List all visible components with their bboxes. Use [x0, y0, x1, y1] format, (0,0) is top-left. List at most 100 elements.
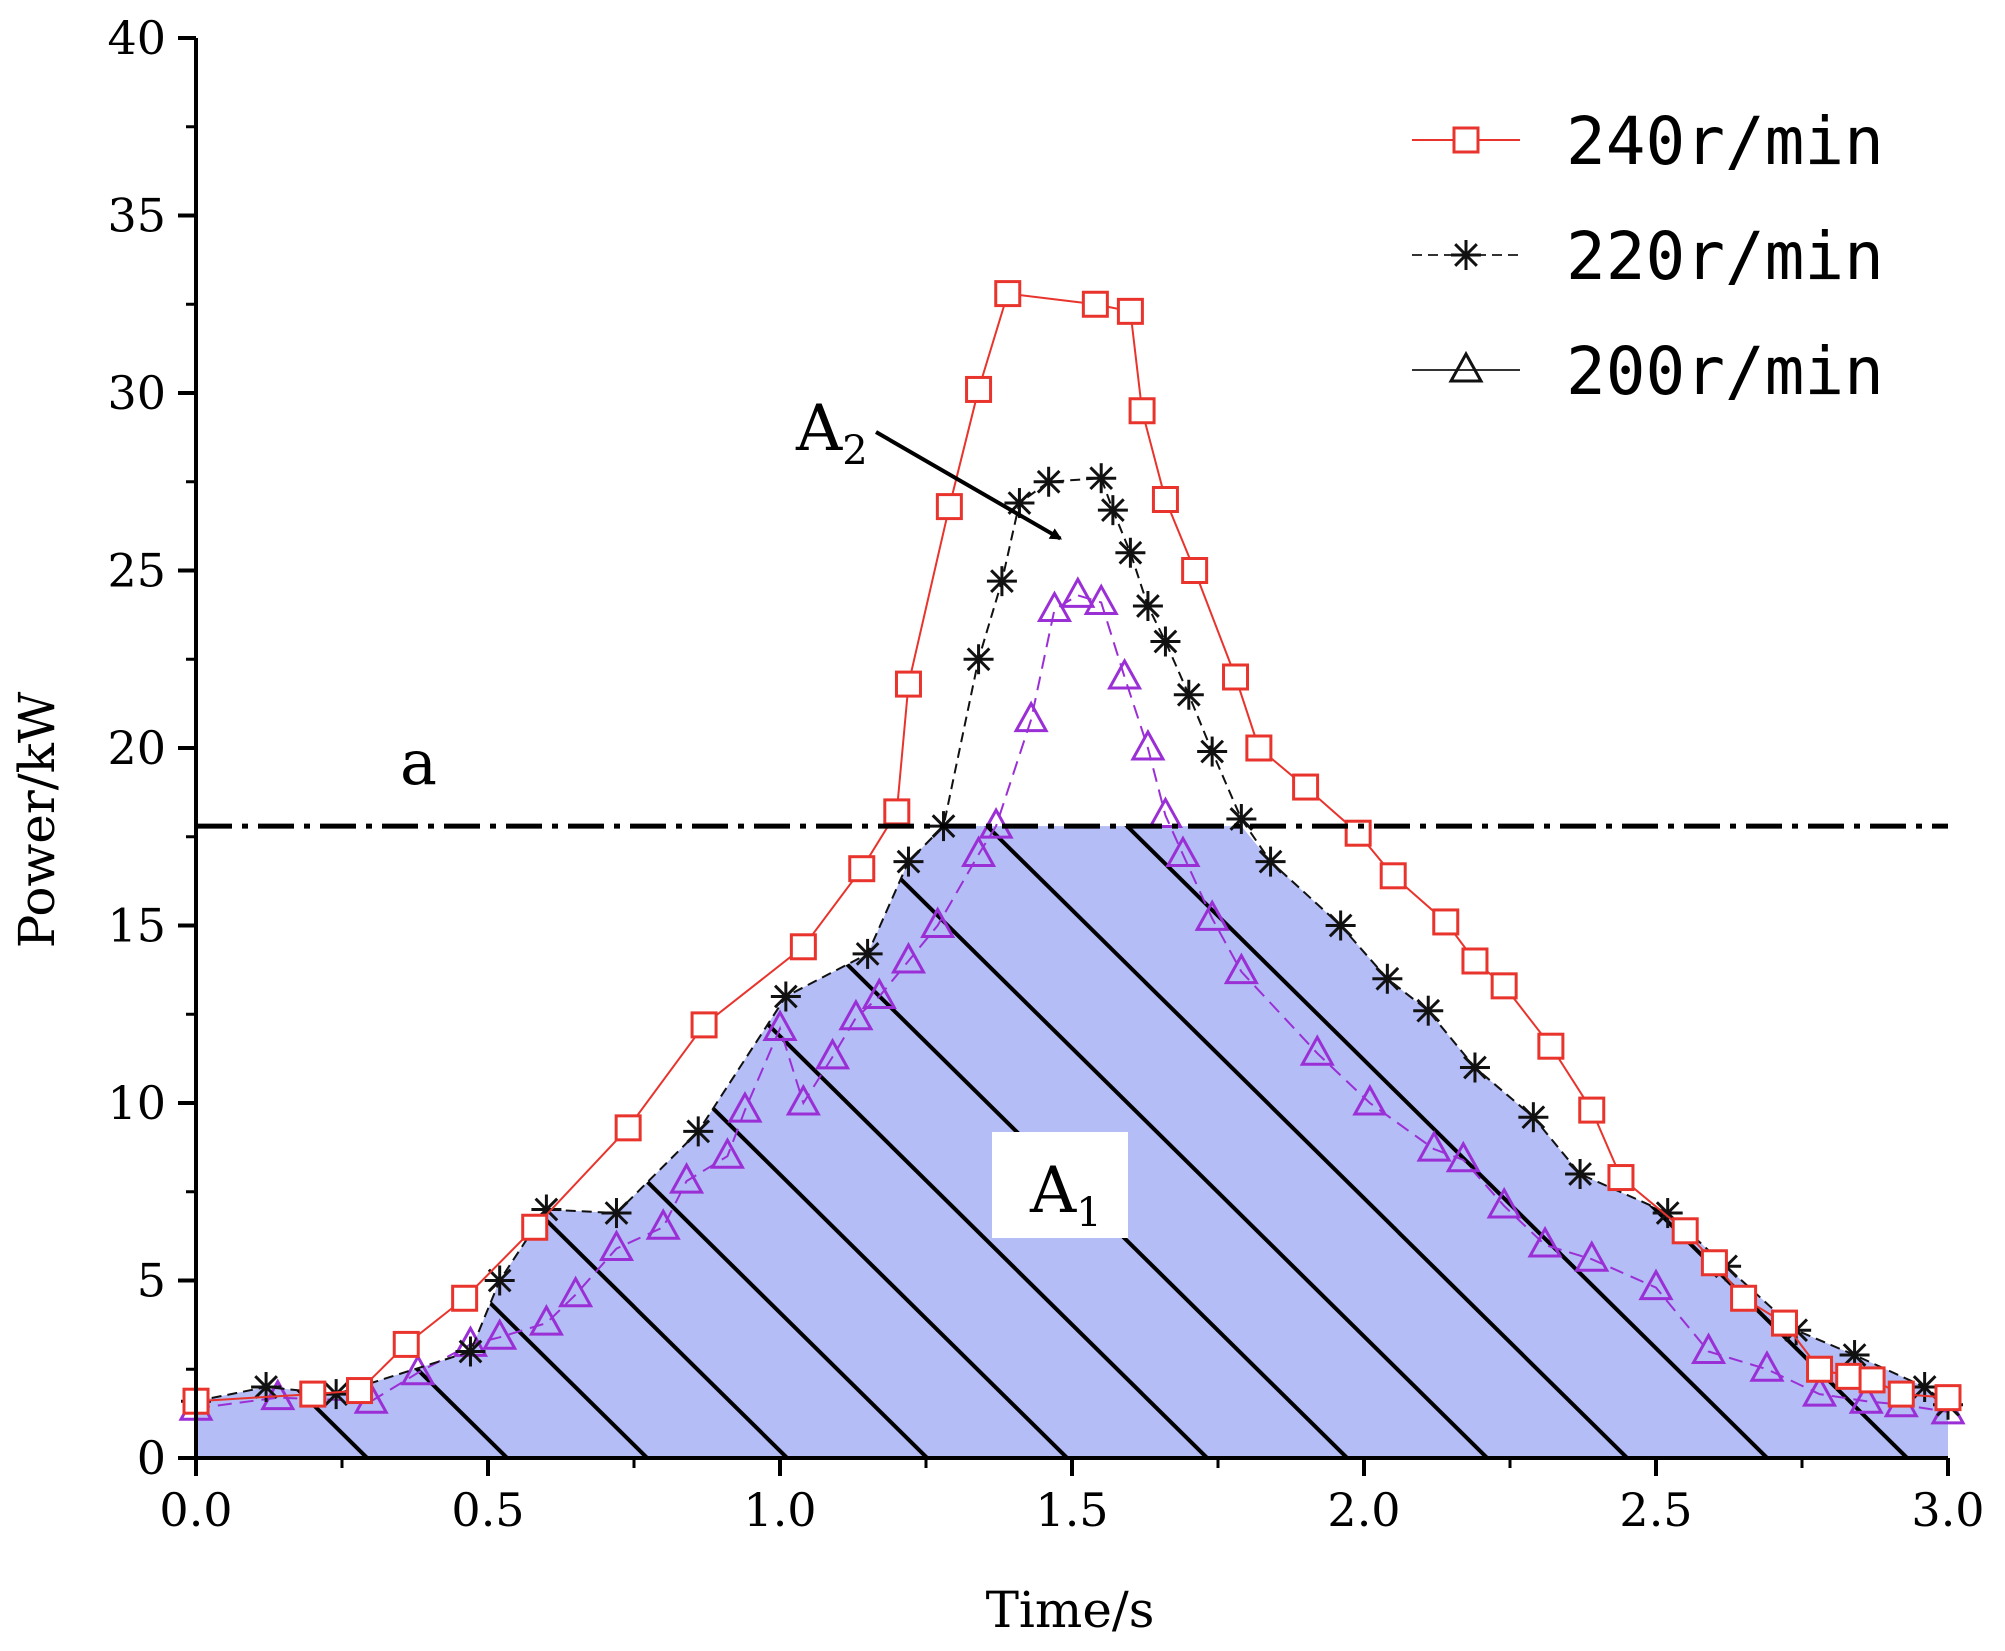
data-point-square	[848, 855, 876, 883]
data-point-triangle	[961, 835, 997, 867]
legend-item: 240r/min	[1412, 103, 1884, 180]
data-point-square	[1770, 1309, 1798, 1337]
y-tick-label: 10	[107, 1076, 166, 1130]
data-point-triangle	[645, 1208, 681, 1240]
data-point-asterisk	[601, 1198, 632, 1229]
y-tick-label: 40	[107, 11, 166, 65]
x-tick-label: 3.0	[1911, 1483, 1984, 1537]
data-point-asterisk	[455, 1336, 486, 1367]
shaded-regions	[196, 426, 1948, 1458]
y-axis-title: Power/kW	[8, 691, 66, 948]
data-point-square	[1222, 663, 1250, 691]
data-point-asterisk	[484, 1265, 515, 1296]
data-point-asterisk	[1173, 679, 1204, 710]
legend-label: 200r/min	[1566, 333, 1884, 410]
data-point-asterisk	[1033, 466, 1064, 497]
y-tick-label: 5	[137, 1254, 166, 1308]
data-point-triangle	[1223, 952, 1259, 985]
data-point-square	[1151, 486, 1179, 513]
series-line	[195, 594, 1949, 1413]
threshold-label: a	[400, 726, 437, 799]
data-point-triangle	[1147, 796, 1183, 828]
hatch-line	[1048, 826, 1832, 1458]
data-point-asterisk	[1255, 846, 1286, 877]
data-point-square	[883, 798, 911, 826]
hatch-line	[880, 494, 1260, 684]
series-240r/min	[182, 280, 1962, 1415]
data-point-triangle	[1486, 1186, 1522, 1219]
data-point-square	[451, 1284, 479, 1312]
data-point-asterisk	[1197, 736, 1228, 767]
data-point-asterisk	[683, 1116, 714, 1147]
x-tick-label: 0.0	[159, 1483, 232, 1537]
legend-label: 220r/min	[1566, 218, 1884, 295]
legend-label: 240r/min	[1566, 103, 1884, 180]
data-point-square	[1887, 1380, 1915, 1408]
data-point-triangle	[890, 941, 927, 974]
data-point-triangle	[727, 1091, 763, 1123]
data-point-square	[1607, 1164, 1635, 1192]
data-point-triangle	[1574, 1240, 1610, 1272]
data-point-triangle	[482, 1318, 518, 1350]
data-point-triangle	[1165, 835, 1201, 867]
data-point-square	[299, 1380, 327, 1408]
data-point-square	[1181, 557, 1209, 584]
data-point-triangle	[920, 906, 956, 938]
x-axis-title: Time/s	[986, 1581, 1155, 1639]
data-point-asterisk	[1086, 463, 1117, 494]
data-point-square	[1344, 819, 1372, 847]
data-point-square	[346, 1377, 374, 1405]
data-point-asterisk	[1451, 240, 1481, 270]
data-point-asterisk	[1097, 495, 1128, 526]
area-a2-label-subscript: 2	[842, 428, 867, 474]
data-point-triangle	[1445, 1140, 1481, 1173]
area-a1-label-main: A	[1029, 1154, 1077, 1228]
data-point-asterisk	[1413, 995, 1444, 1026]
data-point-triangle	[1691, 1332, 1727, 1364]
data-point-square	[1671, 1217, 1699, 1245]
data-point-asterisk	[1518, 1102, 1549, 1133]
hatch-line	[880, 426, 1260, 616]
legend: 240r/min 220r/min 200r/min	[1412, 103, 1884, 410]
data-point-asterisk	[1132, 591, 1163, 621]
x-tick-label: 1.0	[743, 1483, 816, 1537]
data-point-square	[1730, 1284, 1758, 1312]
data-point-square	[994, 280, 1022, 308]
data-point-triangle	[528, 1304, 564, 1336]
data-point-triangle	[1448, 350, 1484, 383]
data-point-asterisk	[963, 644, 994, 675]
data-point-square	[1432, 908, 1460, 936]
data-point-asterisk	[1325, 910, 1356, 941]
area-a2-label-main: A	[795, 392, 843, 466]
data-point-triangle	[1083, 583, 1119, 615]
y-tick-label: 25	[107, 544, 166, 598]
legend-item: 220r/min	[1412, 218, 1884, 295]
data-point-square	[1700, 1249, 1728, 1277]
hatch-line	[196, 826, 572, 1458]
hatch-line	[880, 630, 1260, 820]
y-tick-label: 15	[107, 899, 166, 953]
data-point-triangle	[669, 1162, 705, 1194]
x-tick-label: 2.5	[1619, 1483, 1692, 1537]
series-layer	[178, 280, 1966, 1425]
data-point-square	[1858, 1366, 1886, 1394]
data-point-square	[690, 1011, 718, 1039]
data-point-triangle	[1749, 1350, 1785, 1382]
y-tick-label: 20	[107, 721, 166, 775]
y-tick-label: 0	[137, 1431, 166, 1485]
data-point-square	[1490, 972, 1518, 1000]
data-point-asterisk	[986, 566, 1017, 597]
y-tick-label: 35	[107, 189, 166, 243]
data-point-triangle	[861, 977, 897, 1009]
area-a1-label-box	[992, 1132, 1128, 1238]
data-point-triangle	[1801, 1375, 1838, 1407]
series-line	[195, 292, 1949, 1403]
data-point-triangle	[785, 1083, 821, 1116]
data-point-triangle	[1194, 899, 1230, 931]
data-point-triangle	[1416, 1130, 1452, 1162]
y-tick-label: 30	[107, 366, 166, 420]
data-point-square	[1452, 126, 1480, 154]
data-point-square	[521, 1213, 549, 1241]
data-point-square	[1292, 773, 1320, 801]
